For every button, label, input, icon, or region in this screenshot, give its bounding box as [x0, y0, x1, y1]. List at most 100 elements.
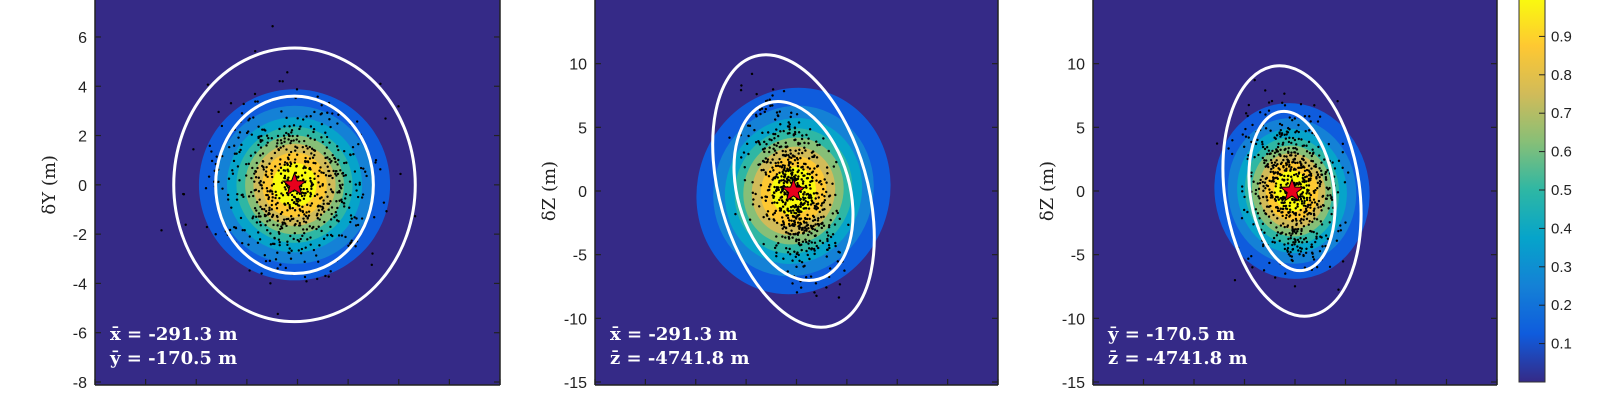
sample-point — [777, 188, 780, 192]
sample-point — [268, 206, 271, 210]
sample-point — [271, 192, 274, 196]
sample-point — [1318, 167, 1321, 170]
sample-point — [797, 152, 800, 155]
sample-point — [210, 150, 213, 153]
sample-point — [1297, 130, 1300, 134]
sample-point — [1300, 217, 1303, 221]
sample-point — [1316, 186, 1319, 190]
sample-point — [1337, 159, 1341, 163]
sample-point — [1308, 129, 1311, 132]
sample-point — [283, 174, 287, 178]
sample-point — [1276, 150, 1280, 153]
sample-point — [257, 190, 261, 193]
sample-point — [253, 206, 257, 210]
sample-point — [796, 165, 800, 168]
sample-point — [803, 221, 806, 224]
sample-point — [264, 223, 267, 227]
sample-point — [1260, 140, 1264, 144]
sample-point — [306, 147, 309, 150]
sample-point — [790, 211, 793, 215]
sample-point — [1288, 210, 1291, 214]
sample-point — [1264, 177, 1268, 181]
sample-point — [305, 211, 308, 214]
contour-outer — [711, 53, 876, 329]
sample-point — [316, 217, 319, 220]
sample-point — [311, 156, 315, 159]
sample-point — [1293, 138, 1297, 142]
sample-point — [1299, 103, 1303, 106]
sample-point — [253, 172, 256, 175]
sample-point — [1294, 161, 1297, 165]
sample-point — [1274, 182, 1278, 185]
sample-point — [340, 187, 343, 190]
sample-point — [815, 156, 819, 159]
sample-point — [1267, 215, 1271, 218]
sample-point — [280, 226, 284, 230]
sample-point — [786, 125, 790, 128]
sample-point — [1313, 201, 1317, 204]
sample-point — [797, 175, 800, 178]
sample-point — [1276, 172, 1280, 175]
sample-point — [254, 188, 258, 192]
sample-point — [236, 192, 239, 196]
sample-point — [789, 169, 792, 172]
sample-point — [1305, 180, 1308, 183]
sample-point — [1305, 150, 1309, 153]
sample-point — [279, 172, 283, 175]
sample-point — [821, 221, 824, 225]
sample-point — [1307, 177, 1311, 181]
sample-point — [303, 213, 306, 216]
sample-point — [1320, 161, 1323, 164]
sample-point — [341, 171, 345, 175]
sample-point — [297, 240, 301, 243]
sample-point — [1304, 207, 1308, 211]
sample-point — [320, 112, 323, 115]
sample-point — [798, 148, 801, 151]
colorbar-tick-label: 0.9 — [1551, 28, 1572, 45]
sample-point — [808, 196, 811, 200]
sample-point — [261, 139, 264, 142]
sample-point — [835, 160, 838, 164]
sample-point — [1295, 143, 1298, 146]
sample-point — [1242, 208, 1246, 212]
sample-point — [1247, 257, 1250, 260]
sample-point — [812, 192, 816, 195]
sample-point — [298, 224, 301, 227]
sample-point — [814, 234, 817, 237]
sample-point — [274, 196, 277, 200]
sample-point — [1277, 198, 1280, 201]
sample-point — [1258, 181, 1262, 185]
sample-point — [306, 134, 310, 137]
sample-point — [786, 216, 790, 220]
sample-point — [276, 134, 280, 138]
sample-point — [312, 225, 315, 229]
sample-point — [1294, 232, 1298, 235]
sample-point — [1304, 251, 1308, 255]
sample-point — [240, 112, 244, 115]
sample-point — [270, 208, 273, 211]
sample-point — [762, 242, 765, 246]
sample-point — [1290, 175, 1293, 178]
sample-point — [233, 225, 236, 229]
sample-point — [270, 157, 273, 160]
sample-point — [786, 214, 789, 217]
sample-point — [1344, 221, 1347, 224]
sample-point — [329, 200, 332, 203]
sample-point — [241, 193, 244, 196]
sample-point — [347, 244, 350, 247]
sample-point — [1264, 212, 1267, 215]
sample-point — [1275, 159, 1278, 162]
sample-point — [1273, 276, 1277, 279]
sample-point — [328, 157, 331, 161]
sample-point — [1246, 114, 1249, 118]
sample-point — [1310, 243, 1313, 246]
sample-point — [1283, 133, 1286, 136]
sample-point — [348, 180, 352, 183]
sample-point — [787, 154, 790, 157]
sample-point — [1305, 144, 1308, 147]
sample-point — [802, 162, 806, 166]
sample-point — [813, 241, 817, 244]
sample-point — [805, 133, 808, 137]
sample-point — [1284, 137, 1288, 140]
sample-point — [794, 149, 797, 152]
